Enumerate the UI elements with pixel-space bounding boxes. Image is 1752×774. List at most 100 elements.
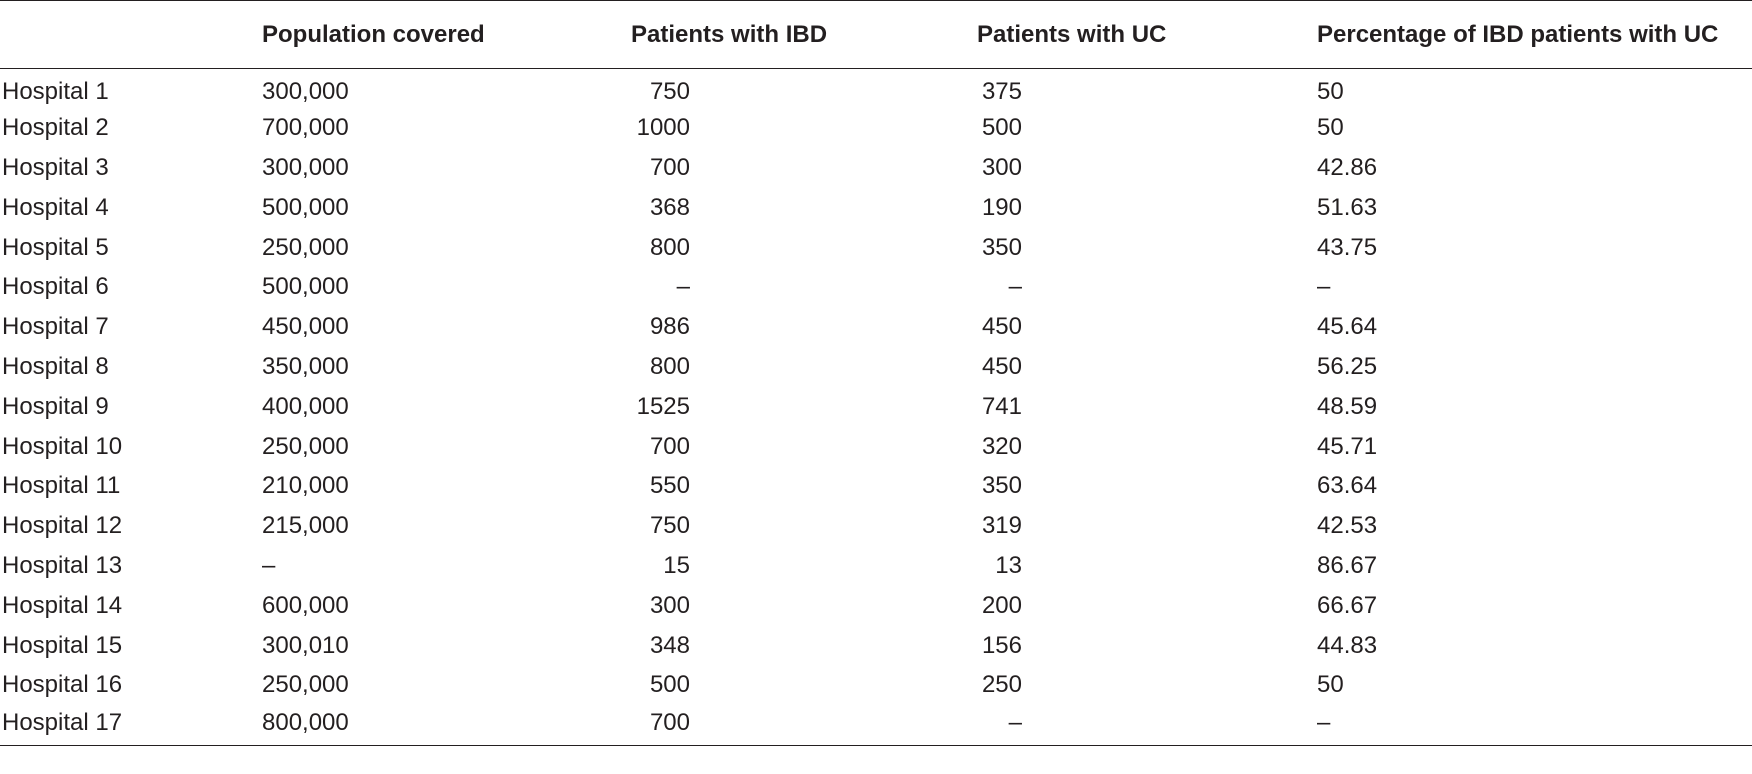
cell-patients-with-uc-value: 200 [981, 591, 1022, 619]
table-row: Hospital 15 300,010 348 156 44.83 [0, 626, 1752, 666]
cell-patients-with-ibd-value: 300 [649, 591, 690, 619]
cell-hospital-value: Hospital 7 [2, 313, 109, 341]
cell-population-covered: 300,010 [262, 626, 631, 666]
cell-population-covered-value: 400,000 [262, 392, 349, 420]
cell-percentage-ibd-with-uc-value: 50 [1317, 114, 1344, 142]
cell-patients-with-uc-value: 320 [981, 432, 1022, 460]
table-row: Hospital 1 300,000 750 375 50 [0, 69, 1752, 109]
cell-hospital-value: Hospital 17 [2, 708, 123, 736]
cell-patients-with-ibd-value: 1525 [636, 392, 690, 420]
cell-percentage-ibd-with-uc-value: 66.67 [1317, 591, 1378, 619]
cell-population-covered-value: 700,000 [262, 114, 349, 142]
cell-patients-with-ibd-value: 750 [649, 77, 690, 105]
cell-patients-with-uc-value: 319 [981, 512, 1022, 540]
cell-hospital: Hospital 17 [0, 705, 262, 746]
table-row: Hospital 7 450,000 986 450 45.64 [0, 307, 1752, 347]
cell-patients-with-ibd-value: 800 [649, 352, 690, 380]
cell-population-covered-value: 210,000 [262, 472, 349, 500]
cell-hospital: Hospital 12 [0, 506, 262, 546]
cell-hospital-value: Hospital 6 [2, 273, 109, 301]
cell-patients-with-ibd-value: 368 [649, 193, 690, 221]
cell-hospital-value: Hospital 2 [2, 114, 109, 142]
cell-patients-with-uc-value: 300 [981, 153, 1022, 181]
cell-percentage-ibd-with-uc-value: 42.53 [1317, 512, 1378, 540]
cell-percentage-ibd-with-uc-value: 42.86 [1317, 153, 1378, 181]
cell-population-covered: 450,000 [262, 307, 631, 347]
table-row: Hospital 14 600,000 300 200 66.67 [0, 586, 1752, 626]
cell-population-covered-value: 300,010 [262, 631, 349, 659]
cell-patients-with-uc-value: 350 [981, 233, 1022, 261]
cell-patients-with-uc-value: 350 [981, 472, 1022, 500]
cell-percentage-ibd-with-uc: 50 [1317, 69, 1752, 109]
cell-patients-with-uc-value: 450 [981, 352, 1022, 380]
header-population-covered: Population covered [262, 0, 631, 69]
cell-population-covered-value: 600,000 [262, 591, 349, 619]
cell-percentage-ibd-with-uc-value: 43.75 [1317, 233, 1378, 261]
cell-patients-with-ibd: 700 [631, 427, 977, 467]
cell-patients-with-ibd: 300 [631, 586, 977, 626]
cell-hospital-value: Hospital 14 [2, 591, 123, 619]
cell-patients-with-uc: 741 [977, 387, 1317, 427]
cell-percentage-ibd-with-uc-value: 45.71 [1317, 432, 1378, 460]
cell-population-covered: 600,000 [262, 586, 631, 626]
cell-percentage-ibd-with-uc-value: 50 [1317, 77, 1344, 105]
cell-hospital-value: Hospital 3 [2, 153, 109, 181]
cell-patients-with-ibd-value: – [676, 273, 690, 301]
cell-population-covered-value: 300,000 [262, 153, 349, 181]
cell-patients-with-uc: – [977, 267, 1317, 307]
cell-patients-with-uc: 200 [977, 586, 1317, 626]
cell-patients-with-uc: 450 [977, 307, 1317, 347]
cell-patients-with-ibd-value: 800 [649, 233, 690, 261]
cell-percentage-ibd-with-uc: 44.83 [1317, 626, 1752, 666]
cell-population-covered: 215,000 [262, 506, 631, 546]
cell-percentage-ibd-with-uc: 42.53 [1317, 506, 1752, 546]
cell-patients-with-ibd-value: 500 [649, 671, 690, 699]
cell-patients-with-uc-value: – [1008, 273, 1022, 301]
cell-patients-with-uc: 156 [977, 626, 1317, 666]
cell-population-covered-value: 500,000 [262, 193, 349, 221]
data-table-container: Population covered Patients with IBD Pat… [0, 0, 1752, 746]
table-row: Hospital 3 300,000 700 300 42.86 [0, 148, 1752, 188]
cell-patients-with-uc-value: 250 [981, 671, 1022, 699]
cell-hospital: Hospital 9 [0, 387, 262, 427]
cell-population-covered-value: 800,000 [262, 708, 349, 736]
table-row: Hospital 2 700,000 1000 500 50 [0, 108, 1752, 148]
cell-patients-with-uc-value: 13 [995, 551, 1022, 579]
cell-patients-with-uc: 350 [977, 228, 1317, 268]
cell-patients-with-ibd: 550 [631, 466, 977, 506]
cell-hospital-value: Hospital 16 [2, 671, 123, 699]
cell-hospital-value: Hospital 13 [2, 551, 123, 579]
cell-population-covered: 500,000 [262, 188, 631, 228]
cell-hospital-value: Hospital 15 [2, 631, 123, 659]
cell-patients-with-uc: 375 [977, 69, 1317, 109]
header-patients-with-ibd: Patients with IBD [631, 0, 977, 69]
cell-patients-with-ibd-value: 550 [649, 472, 690, 500]
cell-patients-with-ibd: 700 [631, 148, 977, 188]
cell-percentage-ibd-with-uc: 42.86 [1317, 148, 1752, 188]
cell-percentage-ibd-with-uc-value: – [1317, 708, 1331, 736]
cell-percentage-ibd-with-uc: 50 [1317, 665, 1752, 705]
cell-percentage-ibd-with-uc: 50 [1317, 108, 1752, 148]
cell-percentage-ibd-with-uc: 56.25 [1317, 347, 1752, 387]
cell-population-covered: 250,000 [262, 427, 631, 467]
cell-patients-with-ibd: 986 [631, 307, 977, 347]
cell-patients-with-ibd: 368 [631, 188, 977, 228]
cell-patients-with-ibd: – [631, 267, 977, 307]
cell-patients-with-ibd-value: 348 [649, 631, 690, 659]
cell-population-covered: – [262, 546, 631, 586]
cell-percentage-ibd-with-uc: 45.71 [1317, 427, 1752, 467]
cell-percentage-ibd-with-uc: 48.59 [1317, 387, 1752, 427]
table-row: Hospital 5 250,000 800 350 43.75 [0, 228, 1752, 268]
cell-hospital: Hospital 11 [0, 466, 262, 506]
cell-percentage-ibd-with-uc: 51.63 [1317, 188, 1752, 228]
cell-patients-with-uc: – [977, 705, 1317, 746]
cell-hospital: Hospital 13 [0, 546, 262, 586]
cell-hospital-value: Hospital 4 [2, 193, 109, 221]
cell-percentage-ibd-with-uc: 43.75 [1317, 228, 1752, 268]
cell-patients-with-ibd-value: 700 [649, 432, 690, 460]
cell-patients-with-ibd: 800 [631, 228, 977, 268]
cell-hospital: Hospital 5 [0, 228, 262, 268]
table-row: Hospital 17 800,000 700 – – [0, 705, 1752, 746]
cell-patients-with-ibd: 1525 [631, 387, 977, 427]
cell-patients-with-uc: 319 [977, 506, 1317, 546]
